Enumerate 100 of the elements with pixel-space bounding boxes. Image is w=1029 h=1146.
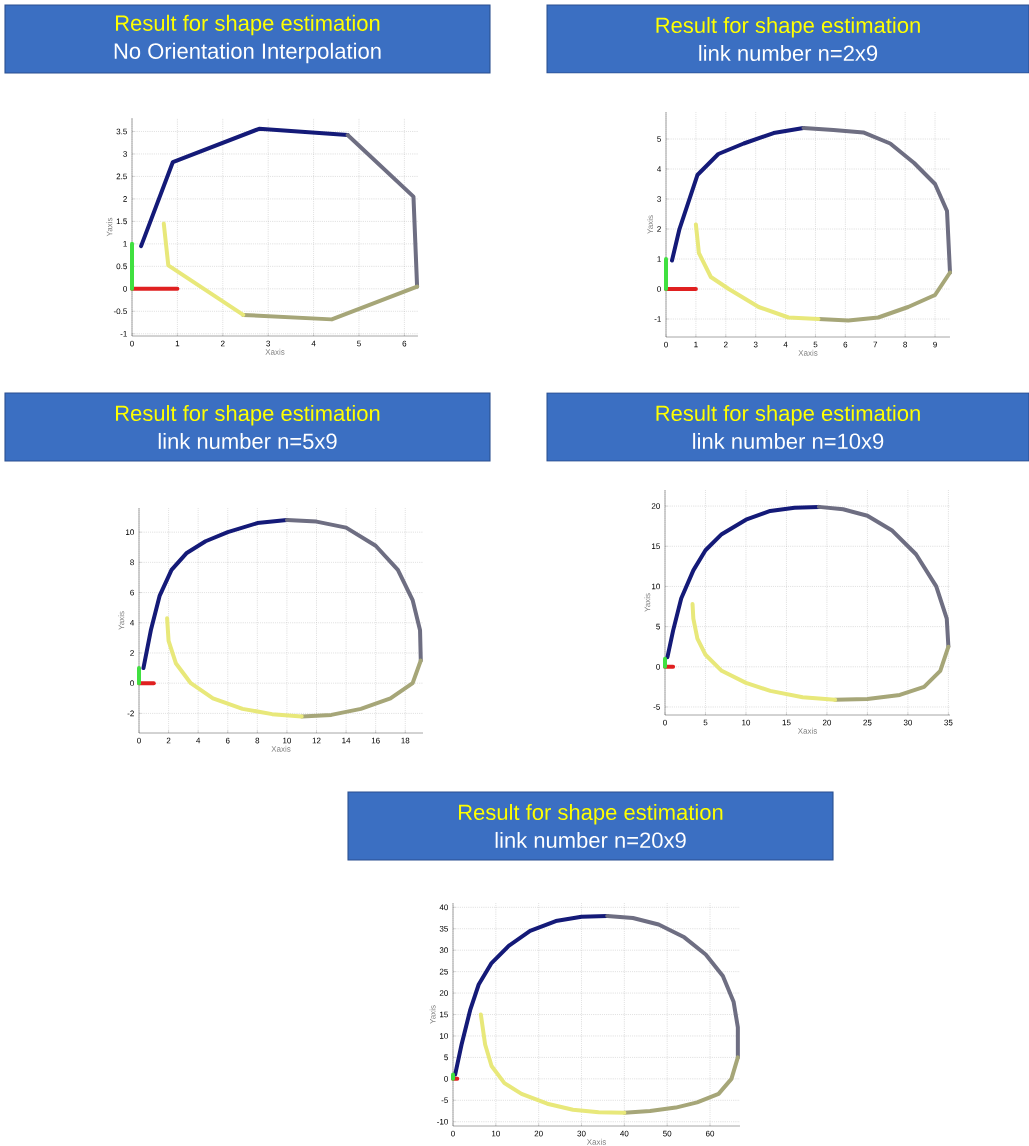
x-tick-label: 30: [903, 719, 913, 726]
y-tick-label: 0: [444, 1076, 448, 1082]
chart-title: Result for shape estimation: [116, 14, 380, 36]
y-tick-label: 0: [657, 286, 661, 292]
y-tick-label: -10: [437, 1118, 448, 1125]
x-tick-label: 2: [166, 737, 171, 744]
x-tick-label: 40: [620, 1130, 629, 1137]
x-tick-label: 10: [492, 1130, 500, 1137]
line-series: [833, 644, 951, 702]
y-tick-label: 5: [657, 136, 661, 142]
chart-title: Result for shape estimation: [116, 404, 380, 426]
x-tick-label: 30: [577, 1130, 586, 1137]
y-tick-label: 5: [444, 1054, 448, 1061]
y-tick-label: 0.5: [116, 263, 127, 270]
y-tick-label: 10: [126, 529, 134, 536]
x-tick-label: 25: [863, 719, 872, 726]
y-tick-label: 40: [439, 904, 448, 911]
x-tick-label: 16: [371, 737, 380, 744]
y-tick-label: 1.5: [116, 218, 127, 225]
y-tick-label: 15: [652, 543, 660, 550]
x-tick-label: 8: [903, 341, 908, 348]
y-tick-label: 30: [439, 947, 448, 954]
chart-subtitle: link number n=5x9: [158, 432, 337, 450]
line-series: [693, 222, 821, 321]
y-axis-title: Yaxis: [106, 217, 113, 237]
x-tick-label: 1: [694, 341, 698, 348]
y-tick-label: 20: [439, 990, 448, 996]
x-tick-label: 12: [312, 737, 321, 744]
x-tick-label: 7: [873, 341, 878, 348]
x-tick-label: 3: [753, 341, 758, 348]
x-tick-label: 4: [311, 340, 316, 347]
chart-subtitle: link number n=10x9: [693, 432, 884, 450]
y-tick-label: -1: [120, 331, 127, 337]
x-tick-label: 2: [723, 341, 728, 348]
line-series: [816, 504, 951, 649]
x-tick-label: 6: [843, 341, 848, 348]
chart-title: Result for shape estimation: [656, 404, 920, 426]
x-tick-label: 4: [783, 341, 788, 348]
y-tick-label: 4: [657, 166, 662, 172]
y-tick-label: 35: [439, 925, 448, 932]
y-tick-label: 8: [130, 559, 134, 566]
y-tick-label: 25: [439, 968, 448, 975]
y-tick-label: 3: [657, 196, 661, 202]
y-axis-title: Yaxis: [644, 593, 651, 612]
line-series: [478, 1012, 627, 1115]
x-tick-label: 0: [451, 1130, 455, 1137]
chart-subtitle: link number n=2x9: [699, 44, 878, 62]
y-tick-label: 15: [440, 1011, 448, 1018]
x-tick-label: 0: [664, 341, 668, 348]
x-tick-label: 1: [175, 340, 180, 347]
x-tick-label: 20: [534, 1130, 543, 1137]
x-tick-label: 0: [137, 737, 141, 744]
x-axis-title: Xaxis: [271, 745, 291, 752]
x-tick-label: 10: [283, 737, 292, 744]
x-tick-label: 15: [782, 719, 791, 726]
chart-subtitle: No Orientation Interpolation: [114, 42, 381, 64]
y-tick-label: -2: [127, 710, 134, 717]
line-series: [665, 504, 821, 660]
x-tick-label: 4: [196, 737, 201, 744]
y-tick-label: 2.5: [116, 173, 127, 180]
line-series: [622, 1055, 740, 1115]
y-tick-label: 2: [657, 226, 661, 232]
y-tick-label: 3: [123, 151, 127, 157]
x-tick-label: 50: [663, 1130, 672, 1137]
y-tick-label: -0.5: [113, 308, 127, 315]
y-tick-label: -1: [654, 316, 661, 322]
y-tick-label: 0: [123, 285, 127, 292]
x-tick-label: 2: [220, 340, 225, 347]
y-tick-label: 1: [657, 256, 661, 262]
line-series: [299, 658, 423, 719]
x-tick-label: 10: [742, 719, 751, 726]
x-tick-label: 6: [402, 340, 407, 347]
y-tick-label: 0: [130, 680, 134, 687]
y-tick-label: 20: [651, 503, 660, 509]
y-axis-title: Yaxis: [118, 611, 125, 630]
x-tick-label: 35: [944, 719, 953, 726]
y-tick-label: 4: [130, 620, 135, 626]
x-tick-label: 18: [401, 737, 410, 744]
y-tick-label: 5: [656, 623, 660, 630]
line-series: [690, 602, 838, 702]
y-tick-label: 10: [440, 1033, 448, 1039]
x-tick-label: 5: [813, 341, 818, 348]
chart-title: Result for shape estimation: [656, 16, 920, 38]
y-tick-label: -5: [441, 1097, 448, 1104]
x-tick-label: 14: [342, 737, 351, 744]
x-tick-label: 5: [357, 340, 361, 347]
x-axis-title: Xaxis: [797, 727, 818, 734]
x-tick-label: 20: [822, 719, 832, 726]
line-series: [165, 616, 304, 719]
y-axis-title: Yaxis: [429, 1005, 436, 1024]
x-tick-label: 6: [225, 737, 230, 744]
y-tick-label: -5: [653, 704, 660, 710]
x-tick-label: 5: [703, 719, 708, 726]
y-tick-label: 1: [123, 241, 127, 247]
y-tick-label: 10: [652, 583, 660, 590]
x-tick-label: 8: [255, 737, 260, 744]
x-axis-title: Xaxis: [586, 1138, 606, 1145]
x-tick-label: 9: [933, 341, 937, 348]
x-axis-title: Xaxis: [798, 349, 818, 356]
line-series: [141, 518, 289, 671]
